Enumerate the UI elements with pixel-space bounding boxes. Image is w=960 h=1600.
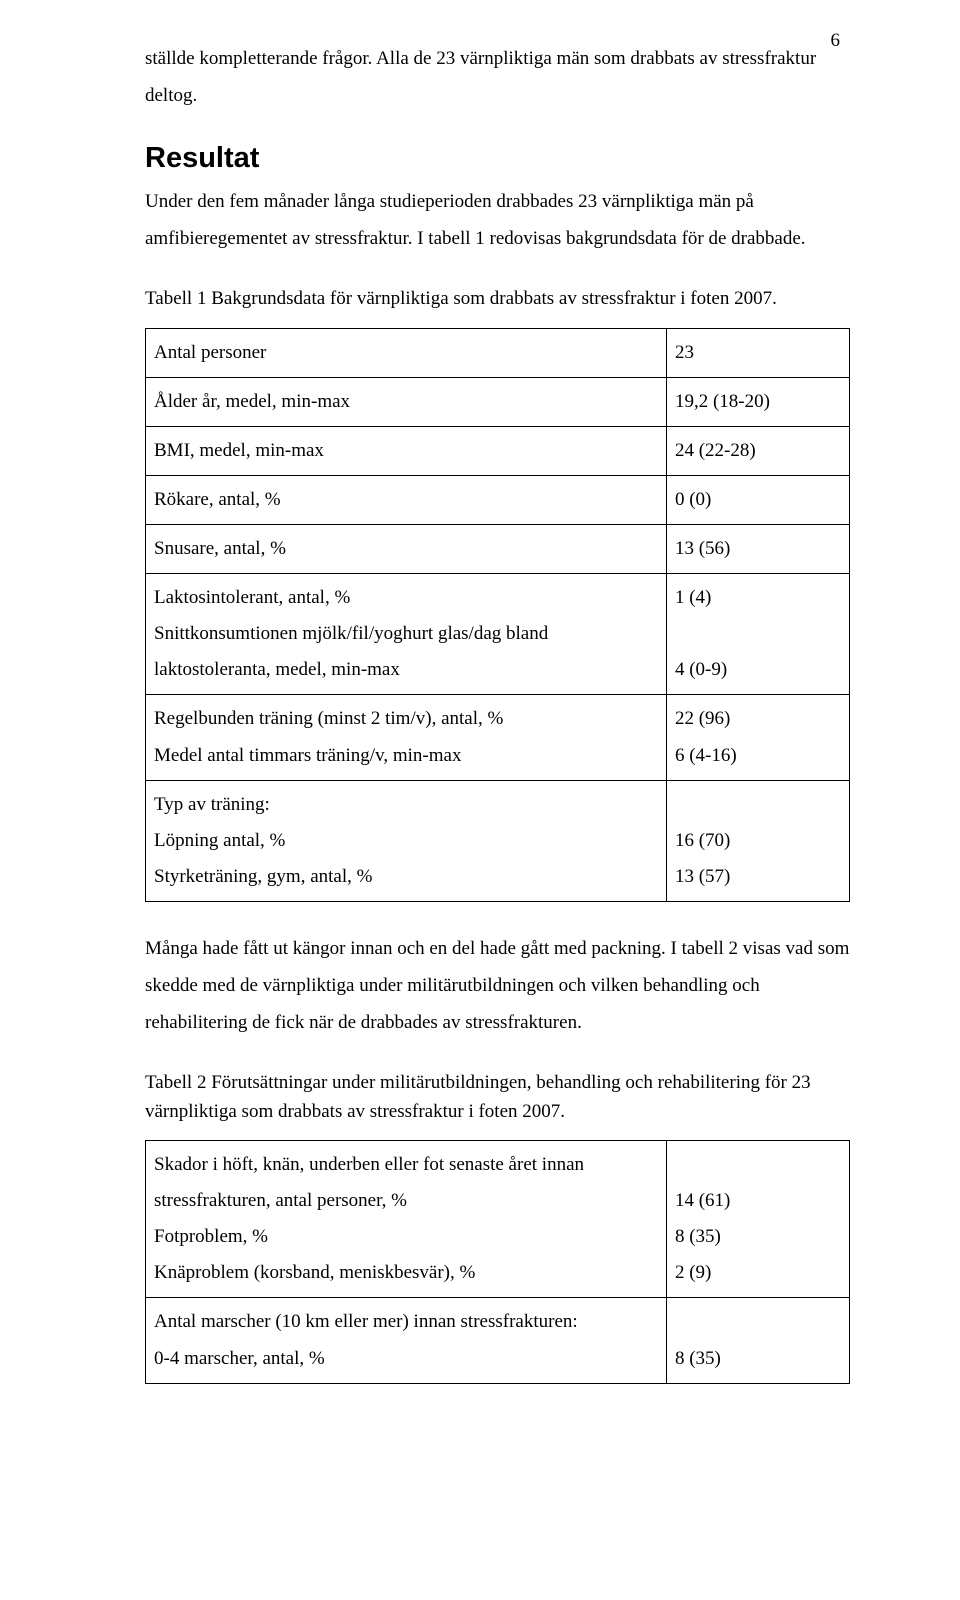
table-cell-label: Snusare, antal, % <box>146 525 667 574</box>
table-row: Skador i höft, knän, underben eller fot … <box>146 1141 850 1298</box>
table-cell-value: 0 (0) <box>666 475 849 524</box>
table-row: Antal personer 23 <box>146 328 850 377</box>
table-2: Skador i höft, knän, underben eller fot … <box>145 1140 850 1384</box>
table-cell-label: Rökare, antal, % <box>146 475 667 524</box>
table-cell-value: 16 (70) 13 (57) <box>666 780 849 901</box>
table-row: Regelbunden träning (minst 2 tim/v), ant… <box>146 695 850 780</box>
table-cell-label: Antal marscher (10 km eller mer) innan s… <box>146 1298 667 1383</box>
mid-paragraph: Många hade fått ut kängor innan och en d… <box>145 930 850 1041</box>
table-cell-value: 13 (56) <box>666 525 849 574</box>
results-heading: Resultat <box>145 142 850 175</box>
table-cell-label: Ålder år, medel, min-max <box>146 377 667 426</box>
table-cell-label: Regelbunden träning (minst 2 tim/v), ant… <box>146 695 667 780</box>
table2-caption: Tabell 2 Förutsättningar under militärut… <box>145 1069 850 1126</box>
table-1: Antal personer 23 Ålder år, medel, min-m… <box>145 328 850 902</box>
results-paragraph: Under den fem månader långa studieperiod… <box>145 183 850 257</box>
table-cell-value: 1 (4) 4 (0-9) <box>666 574 849 695</box>
table-row: Snusare, antal, % 13 (56) <box>146 525 850 574</box>
table-cell-value: 22 (96) 6 (4-16) <box>666 695 849 780</box>
table-row: Ålder år, medel, min-max 19,2 (18-20) <box>146 377 850 426</box>
table1-caption: Tabell 1 Bakgrundsdata för värnpliktiga … <box>145 285 850 314</box>
table-row: Rökare, antal, % 0 (0) <box>146 475 850 524</box>
intro-paragraph: ställde kompletterande frågor. Alla de 2… <box>145 40 850 114</box>
table-cell-value: 23 <box>666 328 849 377</box>
table-cell-label: BMI, medel, min-max <box>146 426 667 475</box>
table-cell-value: 8 (35) <box>666 1298 849 1383</box>
table-row: Antal marscher (10 km eller mer) innan s… <box>146 1298 850 1383</box>
page-number: 6 <box>831 30 841 52</box>
table-cell-label: Antal personer <box>146 328 667 377</box>
table-cell-label: Typ av träning: Löpning antal, % Styrket… <box>146 780 667 901</box>
table-cell-label: Skador i höft, knän, underben eller fot … <box>146 1141 667 1298</box>
table-cell-value: 14 (61) 8 (35) 2 (9) <box>666 1141 849 1298</box>
table-cell-value: 19,2 (18-20) <box>666 377 849 426</box>
table-cell-label: Laktosintolerant, antal, % Snittkonsumti… <box>146 574 667 695</box>
table-cell-value: 24 (22-28) <box>666 426 849 475</box>
table-row: Laktosintolerant, antal, % Snittkonsumti… <box>146 574 850 695</box>
table-row: BMI, medel, min-max 24 (22-28) <box>146 426 850 475</box>
table-row: Typ av träning: Löpning antal, % Styrket… <box>146 780 850 901</box>
